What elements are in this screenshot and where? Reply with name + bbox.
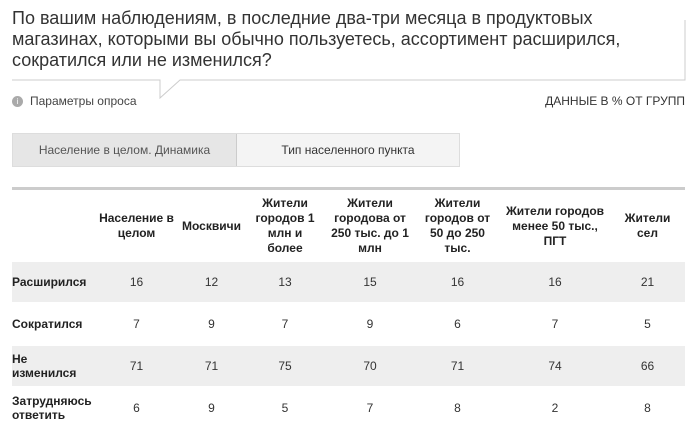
table-row: Не изменился 71 71 75 70 71 74 66	[12, 345, 685, 387]
cell-value: 9	[325, 302, 415, 346]
params-label: Параметры опроса	[30, 94, 137, 108]
survey-params[interactable]: i Параметры опроса	[12, 94, 137, 108]
row-label: Затрудняюсь ответить	[12, 386, 95, 430]
table-row: Расширился 16 12 13 15 16 16 21	[12, 262, 685, 303]
cell-value: 6	[95, 386, 178, 430]
column-header-text: Жители городова от 250 тыс. до 1 млн	[331, 196, 409, 255]
cell-value: 75	[245, 345, 325, 387]
cell-value: 74	[500, 345, 610, 387]
cell-value: 9	[178, 386, 245, 430]
column-header: Жители сел	[610, 189, 685, 263]
column-header: Москвичи	[178, 189, 245, 263]
cell-value: 15	[325, 262, 415, 303]
results-table: Население в целом Москвичи Жители городов …	[12, 187, 685, 430]
cell-value: 2	[500, 386, 610, 430]
cell-value: 7	[95, 302, 178, 346]
row-label: Не изменился	[12, 345, 95, 387]
row-label: Расширился	[12, 262, 95, 303]
tabs: Население в целом. Динамика Тип населенно…	[12, 133, 460, 167]
question-title: По вашим наблюдениям, в последние два-тр…	[12, 8, 621, 70]
column-header: Население в целом	[95, 189, 178, 263]
cell-value: 8	[610, 386, 685, 430]
column-header: Жители городова от 250 тыс. до 1 млн	[325, 189, 415, 263]
column-header: Жители городов менее 50 тыс., ПГТ	[500, 189, 610, 263]
info-icon: i	[12, 95, 23, 107]
tab[interactable]: Население в целом. Динамика	[13, 134, 237, 166]
cell-value: 71	[178, 345, 245, 387]
column-header-text: Жители городов 1 млн и более	[255, 196, 315, 255]
column-header-text: Жители сел	[624, 211, 671, 240]
tab[interactable]: Тип населенного пункта	[237, 134, 459, 166]
column-header-text: Население в целом	[99, 211, 174, 240]
cell-value: 12	[178, 262, 245, 303]
cell-value: 7	[245, 302, 325, 346]
cell-value: 6	[415, 302, 500, 346]
table-row: Сократился 7 9 7 9 6 7 5	[12, 302, 685, 346]
cell-value: 5	[245, 386, 325, 430]
corner-cell	[12, 189, 95, 263]
title-bubble-line	[12, 20, 686, 100]
row-label: Сократился	[12, 302, 95, 346]
cell-value: 8	[415, 386, 500, 430]
cell-value: 71	[95, 345, 178, 387]
column-header: Жители городов 1 млн и более	[245, 189, 325, 263]
cell-value: 7	[325, 386, 415, 430]
cell-value: 16	[95, 262, 178, 303]
column-header: Жители городов от 50 до 250 тыс.	[415, 189, 500, 263]
column-header-text: Москвичи	[182, 218, 241, 233]
cell-value: 5	[610, 302, 685, 346]
column-header-text: Жители городов менее 50 тыс., ПГТ	[505, 203, 605, 248]
cell-value: 21	[610, 262, 685, 303]
header-row: Население в целом Москвичи Жители городов …	[12, 189, 685, 263]
cell-value: 7	[500, 302, 610, 346]
cell-value: 13	[245, 262, 325, 303]
column-header-text: Жители городов от 50 до 250 тыс.	[424, 196, 491, 255]
cell-value: 16	[415, 262, 500, 303]
cell-value: 71	[415, 345, 500, 387]
cell-value: 66	[610, 345, 685, 387]
cell-value: 70	[325, 345, 415, 387]
cell-value: 9	[178, 302, 245, 346]
table-row: Затрудняюсь ответить 6 9 5 7 8 2 8	[12, 386, 685, 430]
units-note: ДАННЫЕ В % ОТ ГРУПП	[545, 94, 685, 108]
cell-value: 16	[500, 262, 610, 303]
